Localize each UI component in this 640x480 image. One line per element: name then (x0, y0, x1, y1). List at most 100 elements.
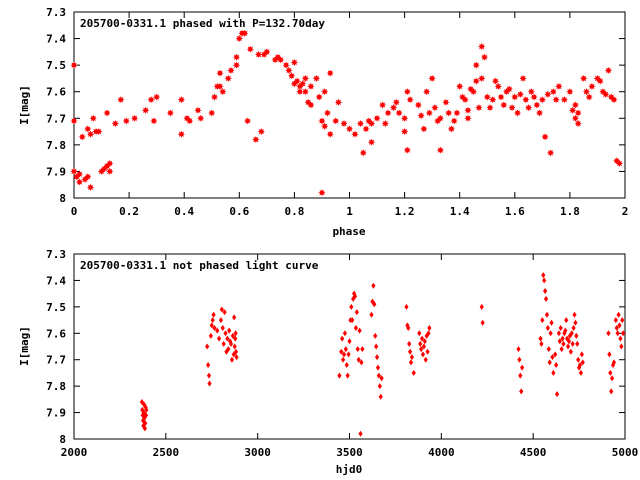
data-point (84, 125, 92, 133)
data-point (208, 109, 216, 117)
data-point (318, 189, 326, 197)
data-point (371, 282, 376, 289)
data-point (520, 364, 525, 371)
data-point (559, 346, 564, 353)
data-point (307, 101, 315, 109)
data-point (596, 77, 604, 85)
data-point (210, 317, 215, 324)
data-point (186, 117, 194, 125)
data-point (540, 317, 545, 324)
data-point (362, 125, 370, 133)
data-point (345, 125, 354, 133)
data-point (228, 340, 234, 347)
data-point (421, 343, 426, 350)
x-tick-label: 2500 (153, 446, 180, 459)
x-tick-label: 4500 (520, 446, 547, 459)
y-tick-label: 7.9 (46, 165, 66, 178)
data-point (425, 348, 430, 355)
data-point (78, 133, 86, 141)
x-tick-label: 1 (346, 205, 353, 218)
data-point (505, 85, 513, 93)
data-point (447, 125, 456, 133)
data-point (230, 332, 235, 339)
data-point (569, 330, 574, 337)
data-point (580, 74, 588, 83)
data-point (417, 330, 422, 337)
y-tick-label: 8 (59, 433, 66, 446)
data-point (389, 104, 398, 112)
data-point (450, 117, 458, 125)
y-tick-label: 7.5 (46, 59, 66, 72)
data-point (326, 130, 334, 138)
data-points (139, 272, 626, 437)
data-point (541, 133, 549, 141)
y-axis-label: I[mag] (18, 85, 31, 125)
data-point (560, 96, 568, 104)
data-point (419, 335, 425, 342)
plot-frame (73, 11, 626, 199)
y-tick-label: 7.8 (46, 380, 66, 393)
data-point (347, 338, 352, 345)
data-point (480, 319, 485, 326)
data-point (403, 88, 411, 96)
data-point (558, 325, 563, 331)
data-point (436, 146, 445, 154)
data-point (401, 127, 409, 136)
data-point (373, 332, 378, 339)
data-point (207, 380, 212, 387)
data-point (299, 80, 307, 88)
data-point (619, 343, 624, 350)
data-point (359, 359, 364, 366)
data-point (546, 346, 551, 353)
x-axis-label: phase (332, 225, 365, 238)
data-point (478, 42, 486, 51)
y-tick-label: 7.3 (46, 6, 66, 19)
data-point (354, 309, 359, 316)
x-tick-label: 0.8 (284, 205, 304, 218)
data-point (75, 170, 84, 178)
data-point (216, 82, 224, 90)
data-point (232, 314, 237, 321)
data-point (381, 120, 389, 128)
data-point (235, 34, 243, 43)
data-point (282, 61, 290, 69)
data-point (342, 330, 348, 337)
data-point (374, 343, 379, 350)
data-point (211, 311, 216, 318)
data-point (403, 146, 411, 154)
data-point (367, 120, 376, 128)
data-point (407, 340, 412, 347)
data-point (344, 362, 349, 368)
data-point (511, 93, 519, 101)
data-point (219, 306, 224, 313)
data-point (436, 114, 445, 122)
data-point (337, 372, 342, 379)
data-point (379, 375, 384, 382)
data-point (616, 311, 621, 318)
data-point (419, 346, 424, 353)
data-point (613, 317, 618, 324)
data-point (530, 93, 538, 101)
data-point (205, 362, 211, 368)
data-point (355, 346, 360, 353)
data-point (353, 325, 359, 331)
data-point (569, 106, 577, 114)
data-point (571, 101, 580, 109)
data-point (307, 82, 315, 90)
data-point (418, 340, 423, 347)
data-point (560, 335, 565, 342)
data-point (210, 93, 219, 101)
data-point (563, 327, 568, 334)
data-point (215, 327, 220, 334)
data-point (577, 362, 583, 368)
data-point (246, 45, 254, 53)
data-point (376, 372, 381, 379)
data-point (332, 117, 340, 125)
data-point (341, 351, 347, 358)
data-point (241, 29, 249, 37)
data-point (408, 348, 413, 355)
data-point (367, 138, 376, 146)
data-point (547, 149, 555, 157)
data-point (573, 319, 578, 326)
data-point (285, 66, 293, 75)
